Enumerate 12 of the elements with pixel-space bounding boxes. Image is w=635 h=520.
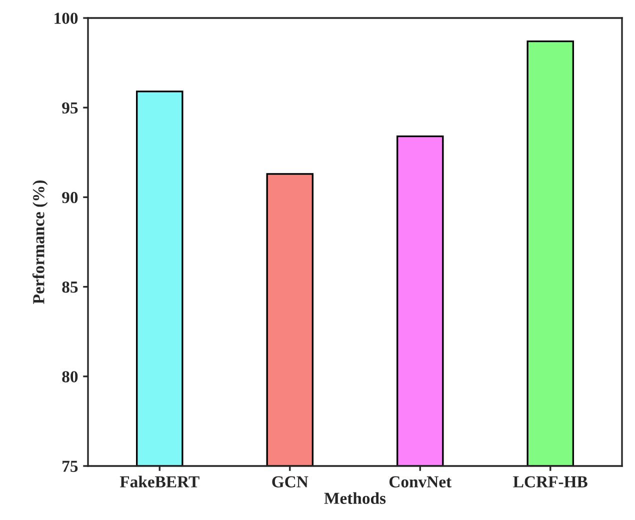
y-tick-label: 90 — [62, 192, 78, 204]
y-tick-label: 85 — [62, 282, 78, 293]
x-tick-label: LCRF-HB — [513, 476, 588, 488]
y-axis-title: Performance (%) — [32, 180, 48, 304]
x-tick-label: ConvNet — [389, 476, 452, 488]
y-tick-label: 95 — [62, 102, 78, 114]
y-tick-label: 75 — [62, 460, 78, 472]
x-tick-label: FakeBERT — [120, 476, 200, 488]
y-tick-label: 100 — [54, 12, 78, 24]
y-tick-label: 80 — [62, 371, 78, 382]
x-axis-title: Methods — [324, 492, 386, 504]
x-tick-label: GCN — [272, 476, 308, 488]
